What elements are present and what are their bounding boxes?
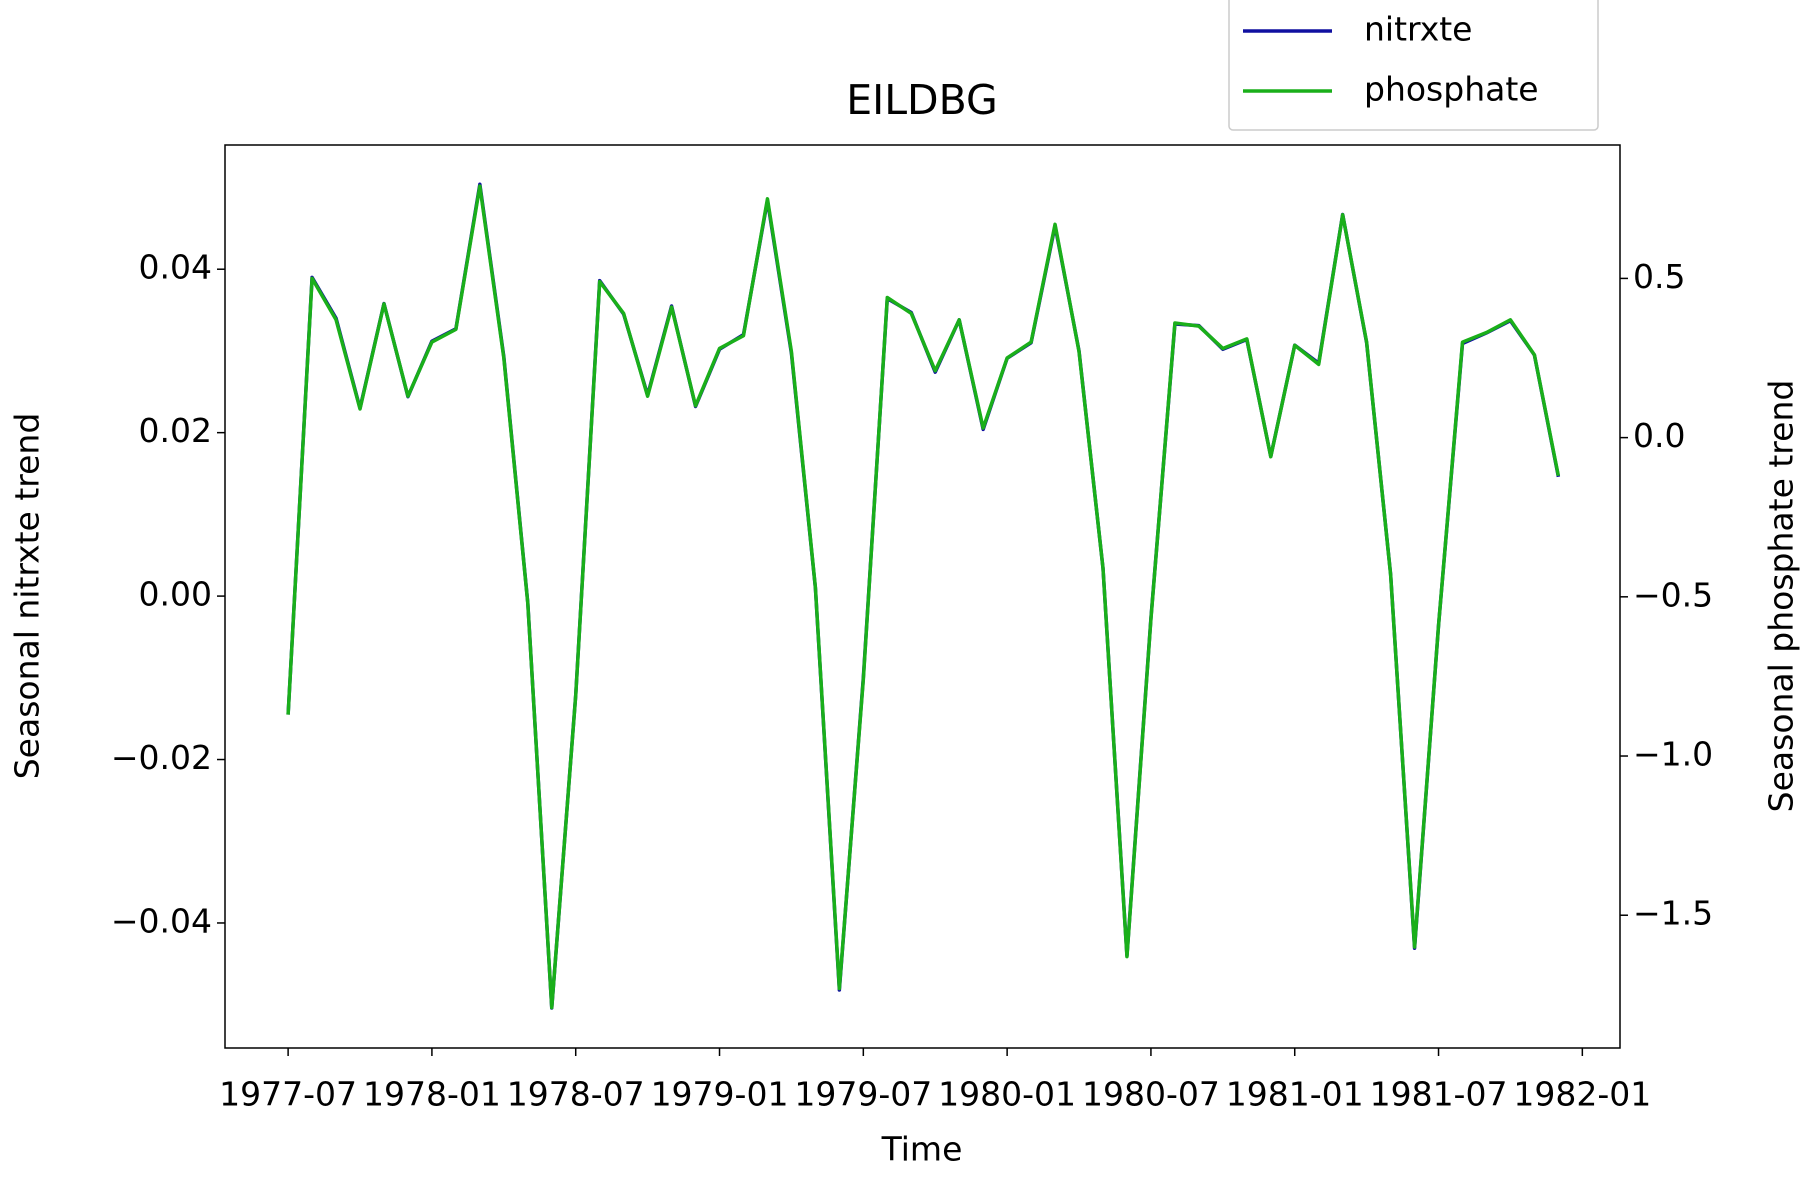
x-axis-label: Time [881, 1130, 963, 1169]
line-series [286, 184, 1561, 1010]
line-series [286, 182, 1561, 1010]
x-tick-label: 1978-07 [507, 1075, 645, 1114]
x-tick-label: 1977-07 [219, 1075, 357, 1114]
y2-axis-label: Seasonal phosphate trend [1762, 380, 1800, 813]
y-tick-label: 0.04 [139, 248, 212, 287]
x-tick-label: 1979-01 [651, 1075, 789, 1114]
y2-tick-label: −1.5 [1633, 894, 1713, 933]
x-tick-label: 1979-07 [794, 1075, 932, 1114]
y2-tick-label: −0.5 [1633, 575, 1713, 614]
x-tick-label: 1980-07 [1082, 1075, 1220, 1114]
y-tick-label: 0.02 [139, 411, 212, 450]
x-tick-label: 1982-01 [1513, 1075, 1651, 1114]
y2-tick-label: 0.5 [1633, 257, 1685, 296]
x-tick-label: 1981-07 [1370, 1075, 1508, 1114]
x-tick-label: 1980-01 [938, 1075, 1076, 1114]
y2-tick-label: −1.0 [1633, 735, 1713, 774]
y-tick-label: −0.04 [111, 901, 212, 940]
legend-label: phosphate [1364, 70, 1539, 109]
y2-tick-label: 0.0 [1633, 416, 1685, 455]
plot-frame [224, 144, 1621, 1049]
x-tick-label: 1981-01 [1226, 1075, 1364, 1114]
y-tick-label: −0.02 [111, 738, 212, 777]
legend-label: nitrxte [1364, 10, 1472, 49]
chart-title: EILDBG [846, 76, 998, 124]
y-tick-label: 0.00 [139, 575, 212, 614]
x-tick-label: 1978-01 [363, 1075, 501, 1114]
y-axis-label: Seasonal nitrxte trend [8, 413, 47, 780]
